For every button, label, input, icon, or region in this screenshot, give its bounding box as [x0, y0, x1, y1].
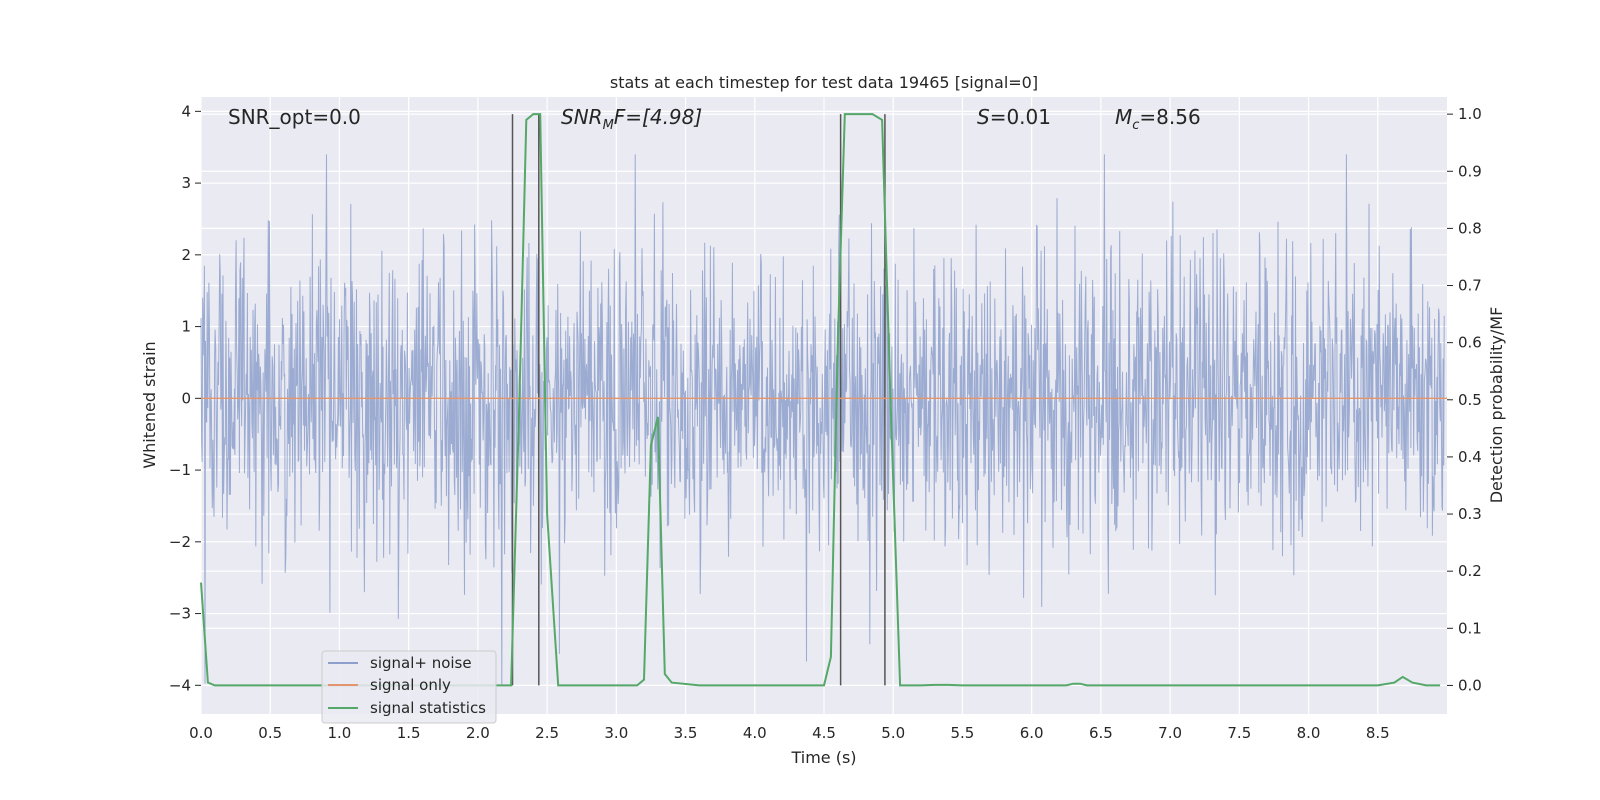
annotation-s-symbol: S	[977, 105, 990, 129]
y-left-tick-label: 1	[181, 318, 191, 336]
y-left-tick-label: 0	[181, 389, 191, 407]
x-tick-label: 2.0	[466, 724, 490, 742]
annotation-mc-value: =8.56	[1139, 105, 1200, 129]
signal-statistics-line	[200, 113, 1441, 687]
x-tick-label: 3.0	[604, 724, 628, 742]
y-right-tick-label: 0.7	[1458, 277, 1482, 295]
y-left-tick-label: −4	[169, 676, 191, 694]
legend-label-noise: signal+ noise	[370, 654, 472, 672]
y-left-tick-label: −3	[169, 605, 191, 623]
annotation-mc: Mc=8.56	[1115, 105, 1201, 133]
chart-title: stats at each timestep for test data 194…	[610, 73, 1038, 92]
y-right-tick-label: 0.2	[1458, 562, 1482, 580]
x-tick-label: 5.5	[951, 724, 975, 742]
x-tick-label: 0.0	[189, 724, 213, 742]
y-right-tick-label: 0.8	[1458, 219, 1482, 237]
annotation-s: S=0.01	[977, 105, 1051, 129]
y-right-tick-label: 0.3	[1458, 505, 1482, 523]
signal-noise-line	[200, 154, 1445, 686]
x-tick-label: 2.5	[535, 724, 559, 742]
x-tick-label: 4.5	[812, 724, 836, 742]
x-tick-label: 1.5	[397, 724, 421, 742]
x-axis-ticks: 0.0 0.5 1.0 1.5 2.0 2.5 3.0 3.5 4.0 4.5 5.0 5.5 6.0 6…	[189, 724, 1390, 742]
y-axis-left-label: Whitened strain	[140, 341, 159, 468]
annotation-mc-symbol: M	[1115, 105, 1132, 129]
annotation-snr-mf-rest: F=[4.98]	[614, 105, 702, 129]
annotation-snr-mf-main: SNR	[561, 105, 603, 129]
annotation-snr-opt: SNR_opt=0.0	[228, 105, 361, 129]
x-tick-label: 1.0	[328, 724, 352, 742]
legend-box	[321, 650, 497, 724]
y-left-tick-label: −2	[169, 533, 191, 551]
x-tick-label: 8.5	[1366, 724, 1390, 742]
x-tick-label: 7.0	[1158, 724, 1182, 742]
x-tick-label: 6.0	[1020, 724, 1044, 742]
signal-statistics-series	[200, 113, 1441, 687]
y-right-tick-label: 0.4	[1458, 448, 1482, 466]
x-tick-label: 0.5	[258, 724, 282, 742]
y-axis-right-label: Detection probability/MF	[1487, 307, 1506, 504]
y-left-tick-label: 4	[181, 102, 191, 120]
legend: signal+ noise signal only signal statist…	[321, 650, 497, 724]
x-tick-label: 6.5	[1089, 724, 1113, 742]
x-tick-label: 5.0	[881, 724, 905, 742]
y-right-tick-label: 0.5	[1458, 391, 1482, 409]
y-left-tick-label: 3	[181, 174, 191, 192]
x-tick-label: 3.5	[674, 724, 698, 742]
y-right-tick-label: 0.6	[1458, 334, 1482, 352]
x-tick-label: 7.5	[1227, 724, 1251, 742]
annotation-s-value: =0.01	[990, 105, 1051, 129]
y-axis-left-ticks: 4 3 2 1 0 −1 −2 −3 −4	[169, 102, 201, 694]
annotation-mc-sub: c	[1132, 118, 1139, 133]
y-axis-right-ticks: 1.0 0.9 0.8 0.7 0.6 0.5 0.4 0.3 0.2 0.1 0.0	[1447, 105, 1482, 694]
y-left-tick-label: 2	[181, 246, 191, 264]
legend-label-signal-only: signal only	[370, 676, 451, 694]
annotation-snr-mf-sub: M	[603, 118, 614, 133]
y-left-tick-label: −1	[169, 461, 191, 479]
y-right-tick-label: 1.0	[1458, 105, 1482, 123]
legend-label-statistics: signal statistics	[370, 699, 486, 717]
x-tick-label: 8.0	[1297, 724, 1321, 742]
x-tick-label: 4.0	[743, 724, 767, 742]
y-right-tick-label: 0.9	[1458, 162, 1482, 180]
x-axis-label: Time (s)	[790, 748, 856, 767]
annotation-snr-mf: SNRMF=[4.98]	[561, 105, 702, 133]
y-right-tick-label: 0.1	[1458, 619, 1482, 637]
signal-noise-series	[200, 154, 1445, 686]
y-right-tick-label: 0.0	[1458, 676, 1482, 694]
